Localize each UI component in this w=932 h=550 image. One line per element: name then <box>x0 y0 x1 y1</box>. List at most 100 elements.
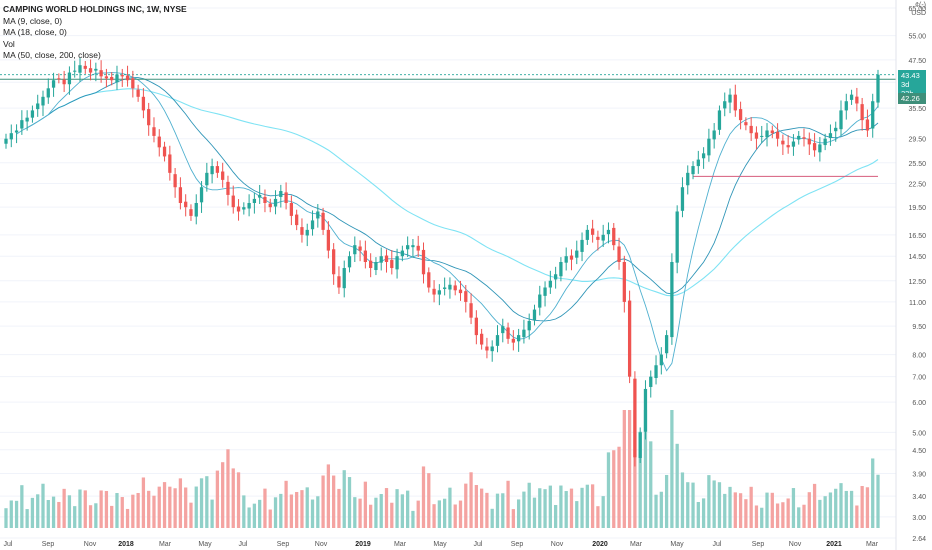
candle-body <box>300 227 304 235</box>
volume-bar <box>733 492 737 528</box>
candle-body <box>51 80 56 88</box>
volume-bar <box>279 493 283 528</box>
candle-body <box>543 287 547 296</box>
candle-body <box>738 109 743 121</box>
volume-bar <box>263 488 267 528</box>
candle-body <box>88 68 93 73</box>
volume-bar <box>474 485 478 528</box>
candle-body <box>812 143 817 151</box>
price-tick-label: 8.00 <box>912 353 926 360</box>
time-tick-label: Nov <box>84 541 97 548</box>
legend-ma50[interactable]: MA (50, close, 200, close) <box>3 50 101 61</box>
volume-bar <box>268 509 272 528</box>
candle-body <box>273 198 278 207</box>
candle-body <box>701 153 706 159</box>
candle-body <box>717 110 722 130</box>
volume-bar <box>606 452 611 528</box>
price-tick-label: 14.50 <box>908 254 926 261</box>
volume-bar <box>871 458 875 528</box>
volume-bar <box>506 480 510 528</box>
volume-bar <box>406 490 410 528</box>
volume-bar <box>347 477 352 528</box>
candle-body <box>279 191 283 197</box>
volume-bar <box>844 490 848 528</box>
legend-ma18[interactable]: MA (18, close, 0) <box>3 27 67 38</box>
candle-body <box>538 294 542 308</box>
time-tick-label: May <box>198 541 212 548</box>
volume-bar <box>728 486 732 528</box>
candle-body <box>147 109 151 126</box>
candle-body <box>342 268 346 289</box>
candle-body <box>369 260 373 269</box>
candle-body <box>670 262 674 338</box>
volume-bar <box>485 492 489 528</box>
candle-body <box>590 228 595 235</box>
volume-bar <box>4 508 8 528</box>
candle-body <box>575 250 579 258</box>
candle-body <box>464 291 468 302</box>
volume-bar <box>120 497 124 528</box>
candle-body <box>664 335 669 354</box>
candle-body <box>178 187 183 203</box>
candle-body <box>131 78 135 89</box>
volume-bar <box>490 508 494 528</box>
candle-body <box>638 432 642 458</box>
volume-bar <box>590 484 595 528</box>
candle-body <box>760 135 764 137</box>
volume-bar <box>564 491 568 528</box>
candle-body <box>775 131 780 139</box>
candle-body <box>876 74 880 103</box>
candle-body <box>458 289 463 294</box>
candle-body <box>347 256 352 268</box>
volume-bar <box>57 501 61 528</box>
volume-bar <box>395 489 399 528</box>
volume-bar <box>421 466 426 528</box>
price-tick-label: 9.50 <box>912 324 926 331</box>
candle-body <box>501 326 505 334</box>
legend-volume[interactable]: Vol <box>3 38 15 49</box>
candle-body <box>834 127 838 132</box>
volume-bar <box>464 483 468 528</box>
price-tick-label: 25.50 <box>908 161 926 168</box>
candle-body <box>659 354 663 366</box>
volume-bar <box>553 505 558 528</box>
price-tick-label: 2.64 <box>912 536 926 543</box>
candle-body <box>110 76 114 81</box>
candle-body <box>194 202 198 217</box>
volume-bar <box>162 482 167 528</box>
candle-body <box>860 104 864 121</box>
volume-bar <box>839 483 843 528</box>
candle-body <box>210 166 214 175</box>
ma18-line <box>26 77 879 322</box>
candle-body <box>184 201 188 208</box>
volume-bar <box>876 474 880 528</box>
volume-bar <box>448 487 452 528</box>
candle-body <box>141 96 146 111</box>
volume-bar <box>221 462 225 528</box>
candle-body <box>797 135 801 140</box>
candle-body <box>723 101 727 109</box>
volume-bar <box>501 493 505 528</box>
legend-ma9[interactable]: MA (9, close, 0) <box>3 15 63 26</box>
volume-bar <box>717 482 722 528</box>
candle-body <box>495 335 500 346</box>
time-axis: Jul Sep Nov 2018 Mar May Jul Sep Nov 2019 Mar May Ju… <box>4 541 879 548</box>
candle-body <box>268 203 272 208</box>
volume-bar <box>326 464 331 528</box>
price-tick-label: 19.50 <box>908 205 926 212</box>
volume-bar <box>379 494 383 528</box>
candle-body <box>749 125 753 134</box>
volume-bar <box>316 496 320 528</box>
candle-body <box>120 75 124 77</box>
candle-body <box>569 255 574 260</box>
price-tick-label: 3.90 <box>912 471 926 478</box>
price-tick-label: 65.00 <box>908 6 926 13</box>
candle-body <box>559 262 563 277</box>
candle-body <box>532 309 537 321</box>
volume-bar <box>627 410 632 528</box>
time-tick-label: Jul <box>239 541 248 548</box>
chart-legend: CAMPING WORLD HOLDINGS INC, 1W, NYSE MA … <box>3 4 187 62</box>
volume-bar <box>62 488 66 528</box>
candle-body <box>469 303 473 318</box>
